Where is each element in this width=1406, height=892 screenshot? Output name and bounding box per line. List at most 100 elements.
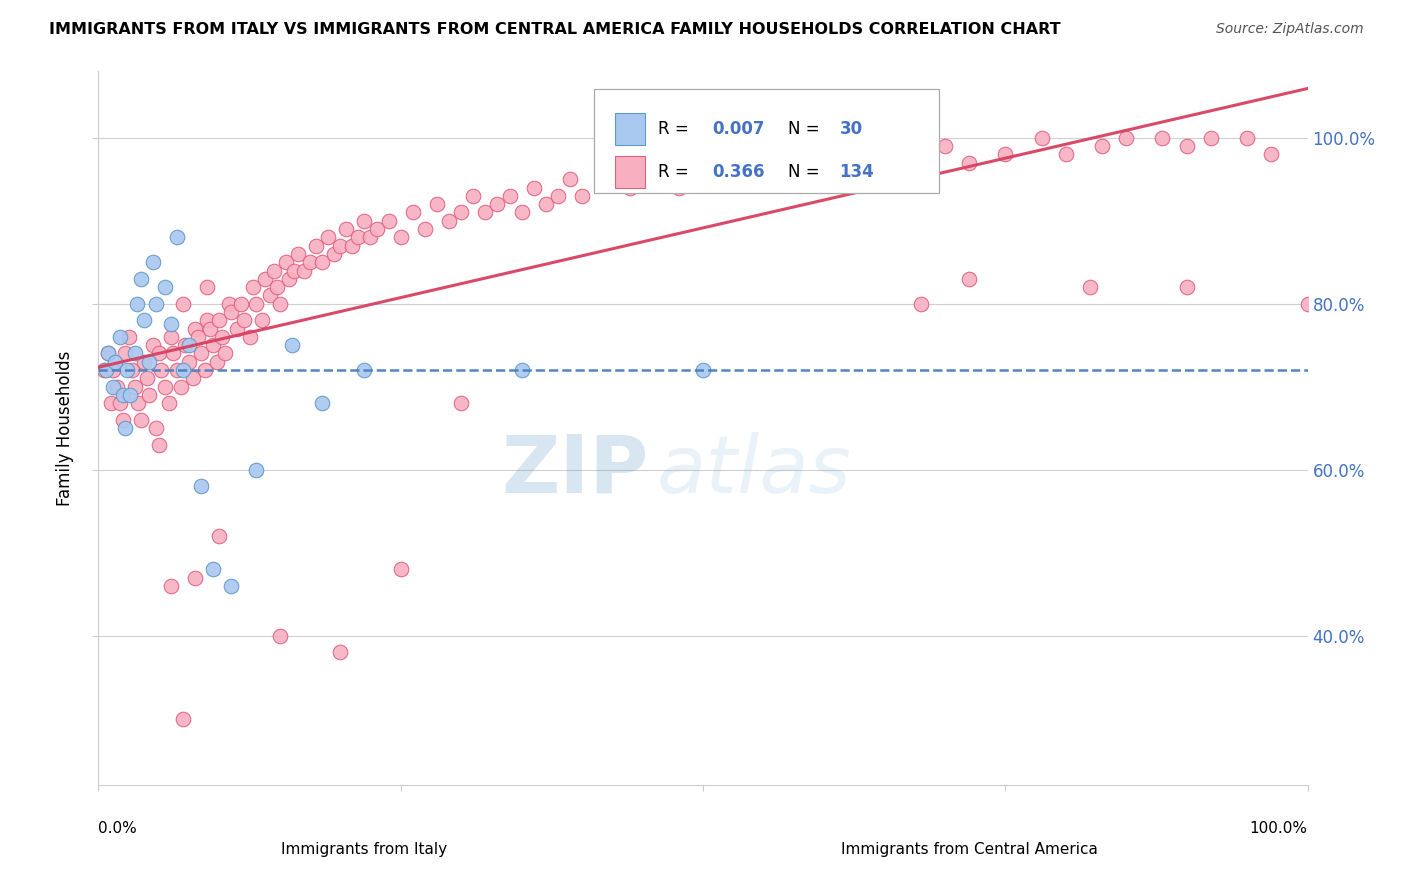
Point (510, 363, 533, 377)
Point (166, 363, 188, 377)
Point (190, 479, 212, 493)
Point (342, 238, 364, 252)
Point (1078, 280, 1101, 294)
Point (250, 313, 273, 327)
Point (1236, 130, 1258, 145)
Point (292, 263, 315, 277)
Point (353, 213, 375, 227)
Point (114, 346, 136, 360)
Text: N =: N = (787, 162, 824, 181)
Point (124, 379, 146, 393)
Point (547, 189, 569, 203)
Text: 30: 30 (839, 120, 863, 138)
Point (366, 222, 388, 236)
Point (1260, 147, 1282, 161)
Point (316, 230, 339, 244)
Point (1175, 139, 1198, 153)
Point (100, 396, 122, 410)
Y-axis label: Family Households: Family Households (56, 351, 75, 506)
Point (114, 421, 136, 435)
Point (274, 255, 297, 269)
Point (134, 355, 156, 369)
Bar (614, 113, 645, 145)
Point (208, 529, 231, 543)
Point (195, 313, 218, 327)
Point (413, 222, 436, 236)
Point (389, 230, 412, 244)
Text: IMMIGRANTS FROM ITALY VS IMMIGRANTS FROM CENTRAL AMERICA FAMILY HOUSEHOLDS CORRE: IMMIGRANTS FROM ITALY VS IMMIGRANTS FROM… (49, 22, 1062, 37)
Point (142, 338, 165, 352)
Point (153, 280, 176, 294)
Point (190, 346, 212, 360)
Point (254, 272, 277, 286)
Point (245, 296, 267, 310)
Point (134, 313, 156, 327)
Point (108, 396, 131, 410)
Point (269, 296, 291, 310)
Point (474, 205, 496, 219)
Point (873, 155, 896, 169)
Point (127, 396, 149, 410)
Point (198, 321, 221, 335)
Point (205, 355, 228, 369)
Point (311, 255, 333, 269)
Point (269, 629, 291, 643)
Text: 0.0%: 0.0% (98, 821, 138, 836)
Point (1152, 130, 1174, 145)
Point (145, 421, 167, 435)
Point (1091, 139, 1114, 153)
Point (187, 330, 209, 344)
Point (644, 164, 666, 178)
Point (510, 205, 533, 219)
Point (153, 379, 176, 393)
Point (179, 355, 201, 369)
Point (184, 570, 207, 584)
Point (172, 296, 194, 310)
Point (202, 562, 225, 576)
Point (232, 313, 254, 327)
Point (765, 164, 787, 178)
Point (305, 238, 328, 252)
Point (311, 396, 333, 410)
Point (1175, 280, 1198, 294)
Point (239, 330, 262, 344)
Point (323, 247, 346, 261)
Text: R =: R = (658, 162, 695, 181)
Point (994, 147, 1017, 161)
Point (226, 321, 249, 335)
Point (104, 355, 127, 369)
Point (389, 562, 412, 576)
Point (208, 313, 231, 327)
Point (329, 238, 352, 252)
Point (957, 155, 980, 169)
Point (534, 197, 557, 211)
Point (595, 172, 617, 186)
Point (437, 213, 460, 227)
Point (179, 338, 201, 352)
Bar (614, 156, 645, 188)
Text: 0.366: 0.366 (713, 162, 765, 181)
Point (211, 330, 233, 344)
Point (619, 180, 641, 194)
Text: 100.0%: 100.0% (1250, 821, 1308, 836)
Point (111, 413, 134, 427)
Point (157, 396, 180, 410)
Point (1296, 296, 1319, 310)
Point (195, 280, 218, 294)
Text: Source: ZipAtlas.com: Source: ZipAtlas.com (1216, 22, 1364, 37)
Point (138, 388, 160, 402)
Point (142, 255, 165, 269)
Point (813, 130, 835, 145)
Point (692, 363, 714, 377)
Point (934, 139, 956, 153)
Point (97, 346, 120, 360)
Point (716, 130, 738, 145)
Point (329, 645, 352, 659)
Point (1115, 130, 1137, 145)
Point (558, 172, 581, 186)
Text: ZIP: ZIP (502, 432, 648, 510)
Point (101, 363, 124, 377)
Text: Immigrants from Central America: Immigrants from Central America (841, 842, 1098, 857)
FancyBboxPatch shape (595, 89, 939, 193)
Point (1031, 130, 1053, 145)
